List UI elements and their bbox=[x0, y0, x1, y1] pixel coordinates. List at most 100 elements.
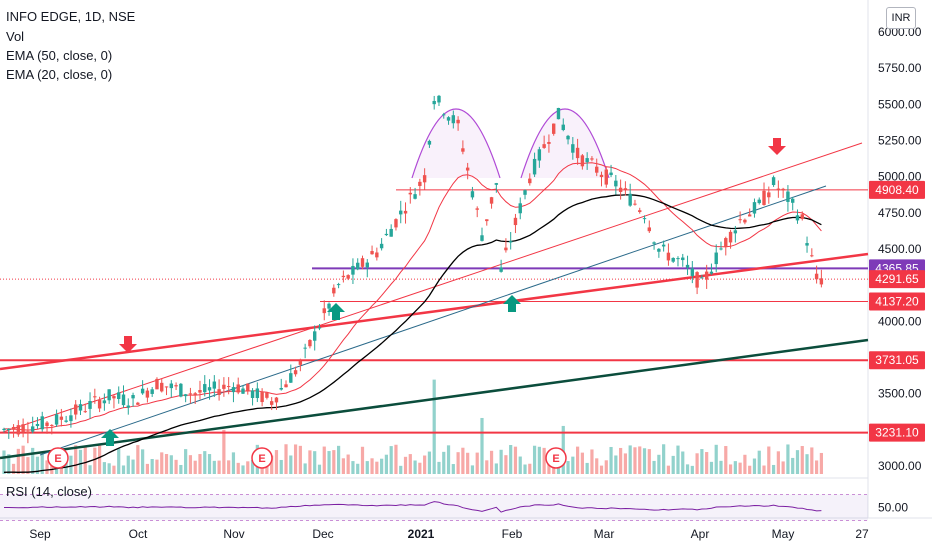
volume-bar bbox=[509, 445, 513, 474]
candle-body bbox=[341, 275, 346, 278]
candle-body bbox=[389, 228, 393, 237]
volume-bar bbox=[274, 450, 279, 474]
volume-bar bbox=[791, 457, 795, 474]
candle-body bbox=[413, 194, 417, 199]
volume-bar bbox=[681, 451, 685, 474]
candle-body bbox=[595, 166, 599, 173]
candle-body bbox=[375, 252, 379, 258]
candle-body bbox=[728, 231, 733, 243]
candle-body bbox=[174, 385, 178, 387]
candle-body bbox=[265, 392, 269, 398]
volume-bar bbox=[690, 465, 694, 474]
candle-body bbox=[523, 190, 527, 195]
candle-body bbox=[260, 391, 264, 403]
price-label-bg bbox=[869, 292, 925, 311]
indicator-vol[interactable]: Vol bbox=[6, 29, 25, 44]
volume-bar bbox=[370, 458, 374, 474]
candle-body bbox=[814, 273, 819, 280]
candle-body bbox=[289, 373, 293, 383]
volume-bar bbox=[31, 447, 35, 474]
volume-bar bbox=[164, 454, 169, 474]
trendline-upper-channel bbox=[0, 142, 863, 434]
volume-bar bbox=[2, 450, 6, 474]
indicator-ema20[interactable]: EMA (20, close, 0) bbox=[6, 67, 113, 82]
earnings-badge bbox=[251, 447, 273, 469]
volume-bar bbox=[413, 460, 417, 474]
volume-bar bbox=[341, 458, 345, 474]
candle-body bbox=[571, 144, 575, 153]
volume-bars bbox=[2, 379, 823, 474]
candle-body bbox=[671, 257, 675, 262]
volume-bar bbox=[74, 445, 78, 474]
earnings-badge bbox=[545, 447, 567, 469]
price-label: 3231.10 bbox=[869, 423, 925, 442]
volume-bar bbox=[346, 454, 350, 474]
earnings-event-icon[interactable]: E bbox=[47, 447, 69, 469]
candle-body bbox=[255, 388, 260, 399]
volume-bar bbox=[700, 449, 704, 474]
candle-body bbox=[2, 428, 6, 430]
candle-body bbox=[566, 135, 570, 140]
volume-bar bbox=[532, 445, 537, 474]
volume-bar bbox=[69, 455, 73, 474]
volume-bar bbox=[107, 463, 111, 474]
candle-body bbox=[628, 193, 632, 206]
candle-body bbox=[207, 387, 212, 391]
candle-body bbox=[313, 331, 317, 341]
candle-body bbox=[685, 264, 690, 268]
y-tick-label: 4500.00 bbox=[878, 242, 922, 256]
candle-body bbox=[50, 424, 54, 426]
candle-body bbox=[26, 431, 30, 434]
candle-body bbox=[647, 227, 651, 232]
volume-bar bbox=[298, 445, 302, 474]
candle-body bbox=[743, 219, 747, 223]
indicator-ema50[interactable]: EMA (50, close, 0) bbox=[6, 48, 113, 63]
volume-bar bbox=[810, 447, 814, 474]
volume-bar bbox=[241, 465, 245, 474]
volume-bar bbox=[771, 464, 776, 474]
rsi-indicator-label[interactable]: RSI (14, close) bbox=[6, 484, 92, 499]
earnings-event-icon[interactable]: E bbox=[251, 447, 273, 469]
volume-bar bbox=[308, 450, 312, 474]
volume-bar bbox=[647, 449, 651, 474]
volume-bar bbox=[709, 461, 714, 474]
volume-bar bbox=[188, 455, 193, 474]
candle-body bbox=[475, 208, 479, 210]
volume-bar bbox=[523, 464, 527, 474]
candle-body bbox=[279, 387, 283, 390]
ema20-line bbox=[4, 162, 822, 431]
candle-body bbox=[599, 174, 604, 178]
trendline-blue bbox=[39, 185, 827, 456]
price-label-text: 4137.20 bbox=[875, 294, 919, 308]
price-label-bg bbox=[869, 423, 925, 442]
candle-body bbox=[193, 393, 197, 395]
volume-bar bbox=[356, 463, 360, 474]
candles bbox=[2, 94, 824, 444]
volume-bar bbox=[384, 454, 388, 474]
volume-bar bbox=[246, 461, 250, 474]
volume-bar bbox=[437, 461, 441, 474]
candle-body bbox=[446, 117, 451, 121]
volume-bar bbox=[752, 458, 757, 474]
candle-body bbox=[575, 147, 580, 159]
x-tick-label: 27 bbox=[855, 527, 869, 541]
x-tick-label: Oct bbox=[129, 527, 148, 541]
volume-bar bbox=[719, 460, 723, 474]
candle-body bbox=[661, 244, 666, 247]
candle-body bbox=[504, 247, 508, 251]
volume-bar bbox=[78, 449, 83, 474]
symbol-title: INFO EDGE, 1D, NSE bbox=[6, 9, 136, 24]
x-tick-label: Mar bbox=[594, 527, 615, 541]
candle-body bbox=[604, 169, 608, 185]
earnings-badge bbox=[47, 447, 69, 469]
earnings-event-icon[interactable]: E bbox=[545, 447, 567, 469]
currency-button[interactable]: INR bbox=[886, 7, 916, 29]
candle-body bbox=[719, 248, 723, 250]
volume-bar bbox=[781, 461, 785, 474]
volume-bar bbox=[408, 454, 412, 474]
volume-bar bbox=[776, 451, 780, 474]
candle-body bbox=[786, 191, 790, 202]
candle-body bbox=[88, 400, 92, 409]
candle-body bbox=[40, 416, 44, 430]
